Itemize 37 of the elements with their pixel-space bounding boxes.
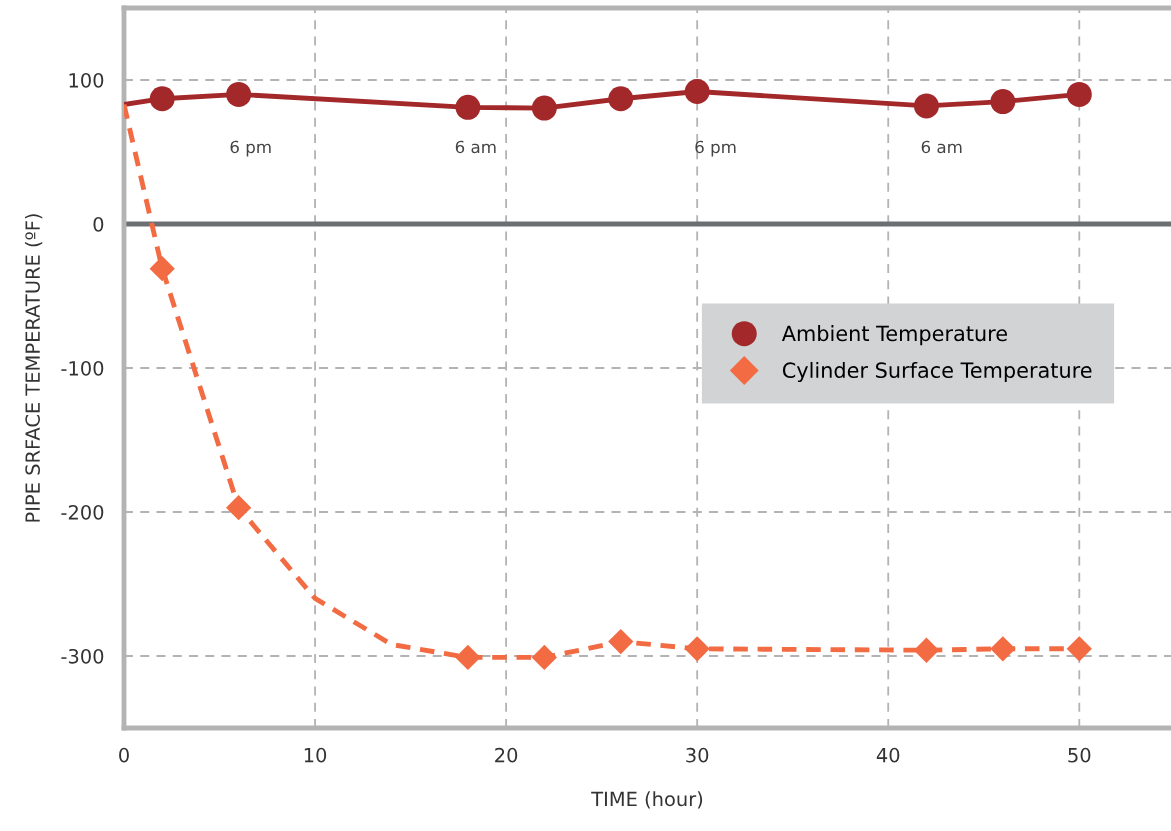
point bbox=[455, 94, 481, 120]
point bbox=[608, 628, 634, 655]
x-tick-label: 50 bbox=[1068, 747, 1091, 763]
y-tick-label: 100 bbox=[69, 72, 104, 88]
point bbox=[226, 495, 252, 521]
point bbox=[990, 636, 1016, 662]
point bbox=[608, 86, 634, 112]
point bbox=[531, 644, 557, 671]
y-tick-label: -300 bbox=[61, 648, 104, 664]
x-axis-title: TIME (hour) bbox=[591, 791, 703, 809]
annotation: 6 pm bbox=[695, 140, 736, 157]
annotation: 6 pm bbox=[230, 140, 271, 157]
x-tick-label: 0 bbox=[119, 747, 129, 763]
point bbox=[990, 89, 1016, 115]
x-tick-label: 10 bbox=[304, 747, 327, 763]
point bbox=[455, 644, 481, 671]
point bbox=[1066, 636, 1092, 662]
y-axis-title: PIPE SRFACE TEMPERATURE (ºF) bbox=[24, 214, 43, 522]
x-tick-label: 20 bbox=[495, 747, 518, 763]
annotation: 6 am bbox=[455, 140, 496, 154]
point bbox=[149, 256, 175, 282]
point bbox=[149, 86, 175, 112]
x-tick-label: 40 bbox=[876, 747, 900, 763]
y-tick-label: 0 bbox=[93, 216, 104, 232]
point bbox=[531, 95, 557, 121]
point bbox=[226, 81, 252, 107]
point bbox=[684, 79, 710, 105]
legend-label: Ambient Temperature bbox=[781, 325, 1007, 346]
point bbox=[913, 93, 939, 119]
point bbox=[684, 636, 710, 662]
y-tick-label: -200 bbox=[61, 504, 104, 520]
y-tick-label: -100 bbox=[61, 360, 104, 376]
annotation: 6 am bbox=[921, 140, 962, 154]
legend-label: Cylinder Surface Temperature bbox=[782, 361, 1092, 383]
point bbox=[913, 637, 940, 663]
x-tick-label: 30 bbox=[686, 747, 709, 763]
point bbox=[1066, 81, 1092, 107]
